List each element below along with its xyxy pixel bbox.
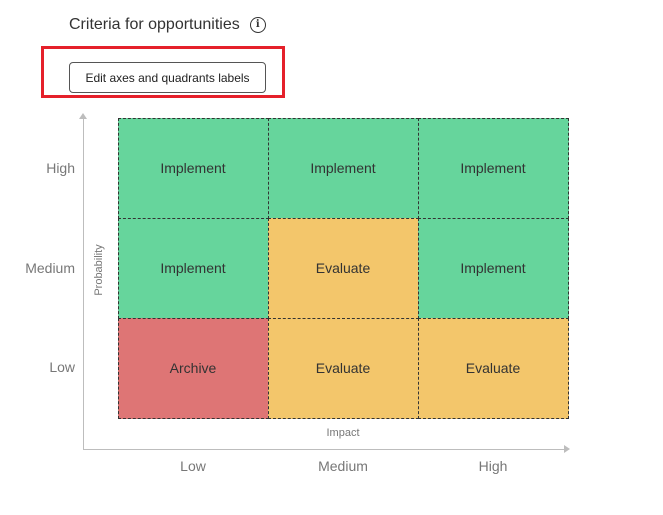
y-axis-arrow-icon <box>79 113 87 119</box>
y-tick-low: Low <box>49 359 75 375</box>
page-title: Criteria for opportunities i <box>69 16 266 34</box>
y-axis-line <box>83 118 84 450</box>
matrix-cell-low-low[interactable]: Archive <box>117 317 269 419</box>
page-title-text: Criteria for opportunities <box>69 16 240 33</box>
matrix-cell-medium-medium[interactable]: Evaluate <box>267 217 419 319</box>
matrix-cell-high-medium[interactable]: Implement <box>267 117 419 219</box>
x-tick-low: Low <box>180 458 206 474</box>
x-axis-line <box>83 449 567 450</box>
matrix-cell-medium-low[interactable]: Implement <box>117 217 269 319</box>
x-tick-high: High <box>478 458 508 474</box>
matrix-cell-low-high[interactable]: Evaluate <box>417 317 569 419</box>
risk-matrix-grid: Implement Implement Implement Implement … <box>117 117 569 419</box>
matrix-cell-medium-high[interactable]: Implement <box>417 217 569 319</box>
y-tick-high: High <box>46 160 75 176</box>
edit-axes-button[interactable]: Edit axes and quadrants labels <box>69 62 266 93</box>
info-icon[interactable]: i <box>249 17 266 33</box>
y-axis-title: Probability <box>93 244 105 296</box>
matrix-cell-high-high[interactable]: Implement <box>417 117 569 219</box>
x-axis-arrow-icon <box>564 445 570 453</box>
matrix-cell-low-medium[interactable]: Evaluate <box>267 317 419 419</box>
matrix-cell-high-low[interactable]: Implement <box>117 117 269 219</box>
x-axis-title: Impact <box>326 427 360 439</box>
y-tick-medium: Medium <box>25 260 75 276</box>
x-tick-medium: Medium <box>318 458 368 474</box>
highlight-box <box>41 46 285 98</box>
